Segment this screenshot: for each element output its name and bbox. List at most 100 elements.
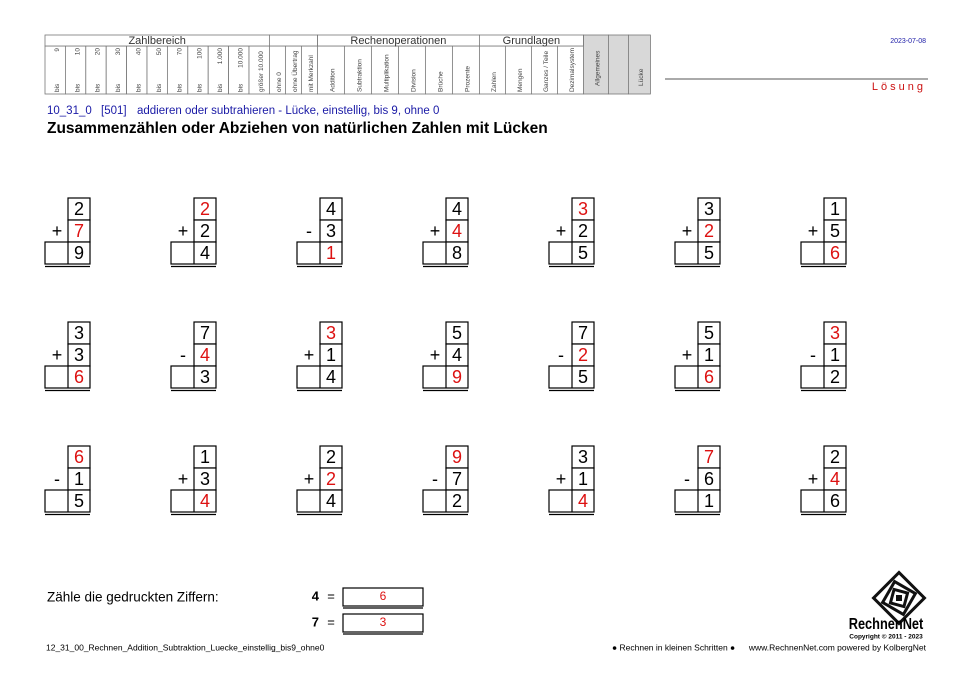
digit: 7: [452, 469, 462, 489]
count-answer: 3: [380, 615, 387, 629]
operator: +: [430, 221, 441, 241]
header-range: 100: [197, 48, 204, 59]
digit: 4: [326, 491, 336, 511]
header-general: Allgemeines: [595, 50, 602, 86]
header-range: 40: [136, 48, 143, 56]
digit: 6: [704, 367, 714, 387]
header-basics: Dezimalsystem: [569, 48, 576, 92]
title: Zusammenzählen oder Abziehen von natürli…: [47, 120, 548, 137]
header-prefix: bis: [115, 83, 122, 92]
digit: 5: [704, 243, 714, 263]
header-prefix: bis: [156, 83, 163, 92]
operator: +: [178, 469, 189, 489]
operator: +: [808, 221, 819, 241]
equals: =: [327, 614, 335, 629]
header-operation: Addition: [330, 68, 337, 92]
operator: +: [178, 221, 189, 241]
digit: 1: [830, 199, 840, 219]
digit: 3: [830, 323, 840, 343]
operator: +: [304, 469, 315, 489]
header-basics: Zahlen: [491, 72, 498, 92]
digit: 3: [326, 221, 336, 241]
logo-icon: [871, 570, 927, 626]
digit: 5: [578, 367, 588, 387]
digit: 2: [452, 491, 462, 511]
digit: 7: [200, 323, 210, 343]
header-group-title: Grundlagen: [503, 35, 561, 47]
digit: 1: [326, 345, 336, 365]
digit: 7: [704, 447, 714, 467]
digit: 1: [830, 345, 840, 365]
digit: 4: [452, 199, 462, 219]
digit: 3: [578, 199, 588, 219]
header-prefix: bis: [238, 83, 245, 92]
digit: 2: [704, 221, 714, 241]
header-cell: [628, 34, 651, 95]
operator: -: [432, 469, 438, 489]
header-prefix: bis: [217, 83, 224, 92]
count-digit: 7: [312, 614, 319, 629]
digit: 4: [200, 345, 210, 365]
operator: -: [558, 345, 564, 365]
header-basics: Ganzes / Teile: [543, 51, 550, 92]
digit: 5: [578, 243, 588, 263]
digit: 4: [326, 367, 336, 387]
operator: +: [556, 221, 567, 241]
header-range: 9: [54, 48, 61, 52]
site: www.RechnenNet.com powered by KolbergNet: [748, 642, 927, 652]
operator: +: [682, 345, 693, 365]
digit: 3: [704, 199, 714, 219]
digit: 9: [452, 447, 462, 467]
operator: +: [52, 345, 63, 365]
digit: 4: [200, 243, 210, 263]
digit: 3: [200, 367, 210, 387]
equals: =: [327, 588, 335, 603]
header-operation: Division: [411, 69, 418, 92]
digit: 5: [830, 221, 840, 241]
digit: 1: [704, 491, 714, 511]
task-code: 10_31_0: [47, 105, 92, 117]
digit: 3: [326, 323, 336, 343]
digit: 2: [200, 199, 210, 219]
digit: 4: [578, 491, 588, 511]
digit: 2: [200, 221, 210, 241]
solution-label: Lösung: [872, 81, 926, 93]
header-group-title: Rechenoperationen: [350, 35, 446, 47]
digit: 1: [704, 345, 714, 365]
operator: +: [808, 469, 819, 489]
logo-text: RechnenNet: [849, 616, 924, 634]
operator: -: [684, 469, 690, 489]
digit: 2: [830, 447, 840, 467]
digit: 4: [452, 221, 462, 241]
digit: 3: [74, 323, 84, 343]
header-group: [268, 34, 318, 47]
header-cell: [316, 45, 345, 95]
digit: 5: [74, 491, 84, 511]
header-prefix: bis: [136, 83, 143, 92]
digit: 1: [326, 243, 336, 263]
header-prefix: bis: [176, 83, 183, 92]
header-cell: [531, 45, 558, 95]
date: 2023-07-08: [890, 38, 926, 45]
count-answer: 6: [380, 589, 387, 603]
header-range: 30: [115, 48, 122, 56]
digit: 1: [578, 469, 588, 489]
header-cell: [504, 45, 532, 95]
header-cell: [583, 34, 609, 95]
digit: 7: [74, 221, 84, 241]
header-option: ohne 0: [276, 72, 283, 92]
header-basics: Mengen: [517, 68, 524, 92]
digit: 4: [200, 491, 210, 511]
digit: 6: [830, 243, 840, 263]
digit: 5: [452, 323, 462, 343]
digit: 6: [74, 447, 84, 467]
digit: 2: [578, 345, 588, 365]
digit: 4: [452, 345, 462, 365]
header-prefix: bis: [54, 83, 61, 92]
header-option: ohne Übertrag: [291, 50, 299, 92]
header-cell: [370, 45, 399, 95]
header-gap: Lücke: [638, 68, 645, 86]
digit: 2: [326, 469, 336, 489]
